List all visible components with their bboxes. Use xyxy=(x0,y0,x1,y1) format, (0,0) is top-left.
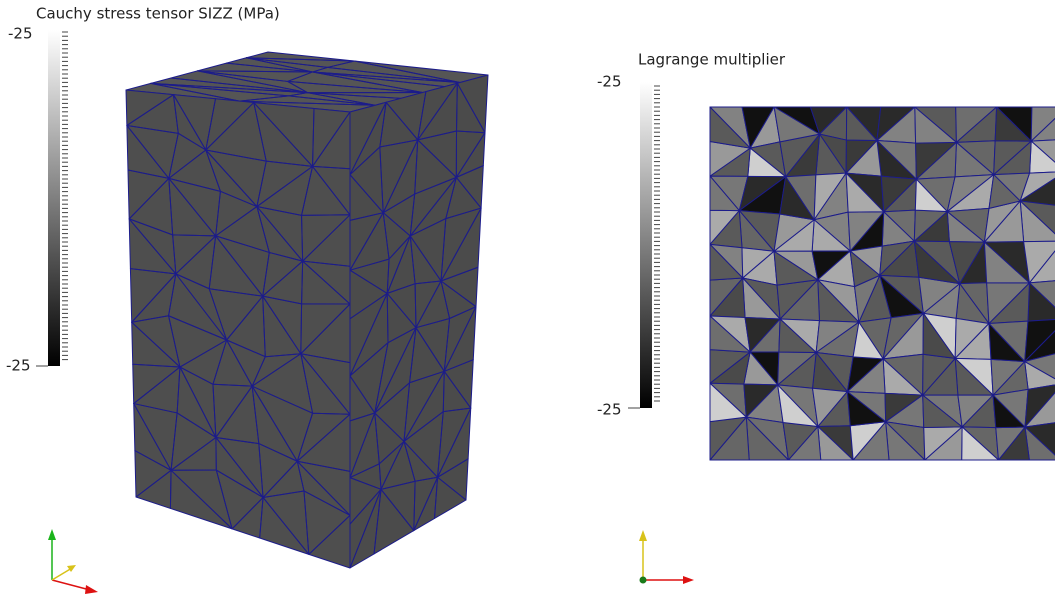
color-bar-label: -25 xyxy=(597,401,622,419)
mesh-triangle xyxy=(849,250,881,288)
color-bar-label: -25 xyxy=(8,25,33,43)
mesh-triangle xyxy=(777,384,819,428)
mesh-triangle xyxy=(433,476,467,519)
mesh-triangle xyxy=(922,312,956,359)
mesh-triangle xyxy=(914,178,948,213)
color-bar-title: Lagrange multiplier xyxy=(638,51,786,69)
plane-border xyxy=(709,106,1055,461)
mesh-triangle xyxy=(169,469,233,530)
color-bar-ticks xyxy=(654,85,660,402)
mesh-triangle xyxy=(773,106,821,143)
mesh-triangle xyxy=(845,106,878,142)
mesh-triangle xyxy=(773,250,819,286)
color-bar xyxy=(640,82,652,408)
orientation-axes xyxy=(639,530,694,584)
mesh-triangle xyxy=(259,496,310,555)
color-bar-label: -25 xyxy=(6,357,31,375)
mesh-triangle xyxy=(914,106,957,144)
mesh-triangle xyxy=(845,172,885,213)
face xyxy=(126,90,350,568)
mesh-triangle xyxy=(779,176,815,221)
orientation-axes xyxy=(48,529,98,594)
mesh-triangle xyxy=(852,321,884,360)
mesh-triangle xyxy=(846,391,887,427)
mesh-triangle xyxy=(913,240,961,285)
mesh-triangle xyxy=(373,488,415,555)
color-bar-title: Cauchy stress tensor SIZZ (MPa) xyxy=(36,5,280,23)
color-bar-label: -25 xyxy=(597,73,622,91)
mesh-triangle xyxy=(922,394,963,429)
mesh-triangle xyxy=(988,322,1026,363)
mesh-triangle xyxy=(983,241,1030,284)
color-bar xyxy=(48,30,60,366)
mesh-triangle xyxy=(988,174,1021,209)
color-bar-ticks xyxy=(62,31,68,361)
box-mesh xyxy=(125,51,489,569)
plane-mesh xyxy=(709,106,1055,461)
mesh-triangle xyxy=(778,318,817,354)
mesh-triangle xyxy=(992,394,1026,429)
mesh-triangle xyxy=(994,106,1032,142)
